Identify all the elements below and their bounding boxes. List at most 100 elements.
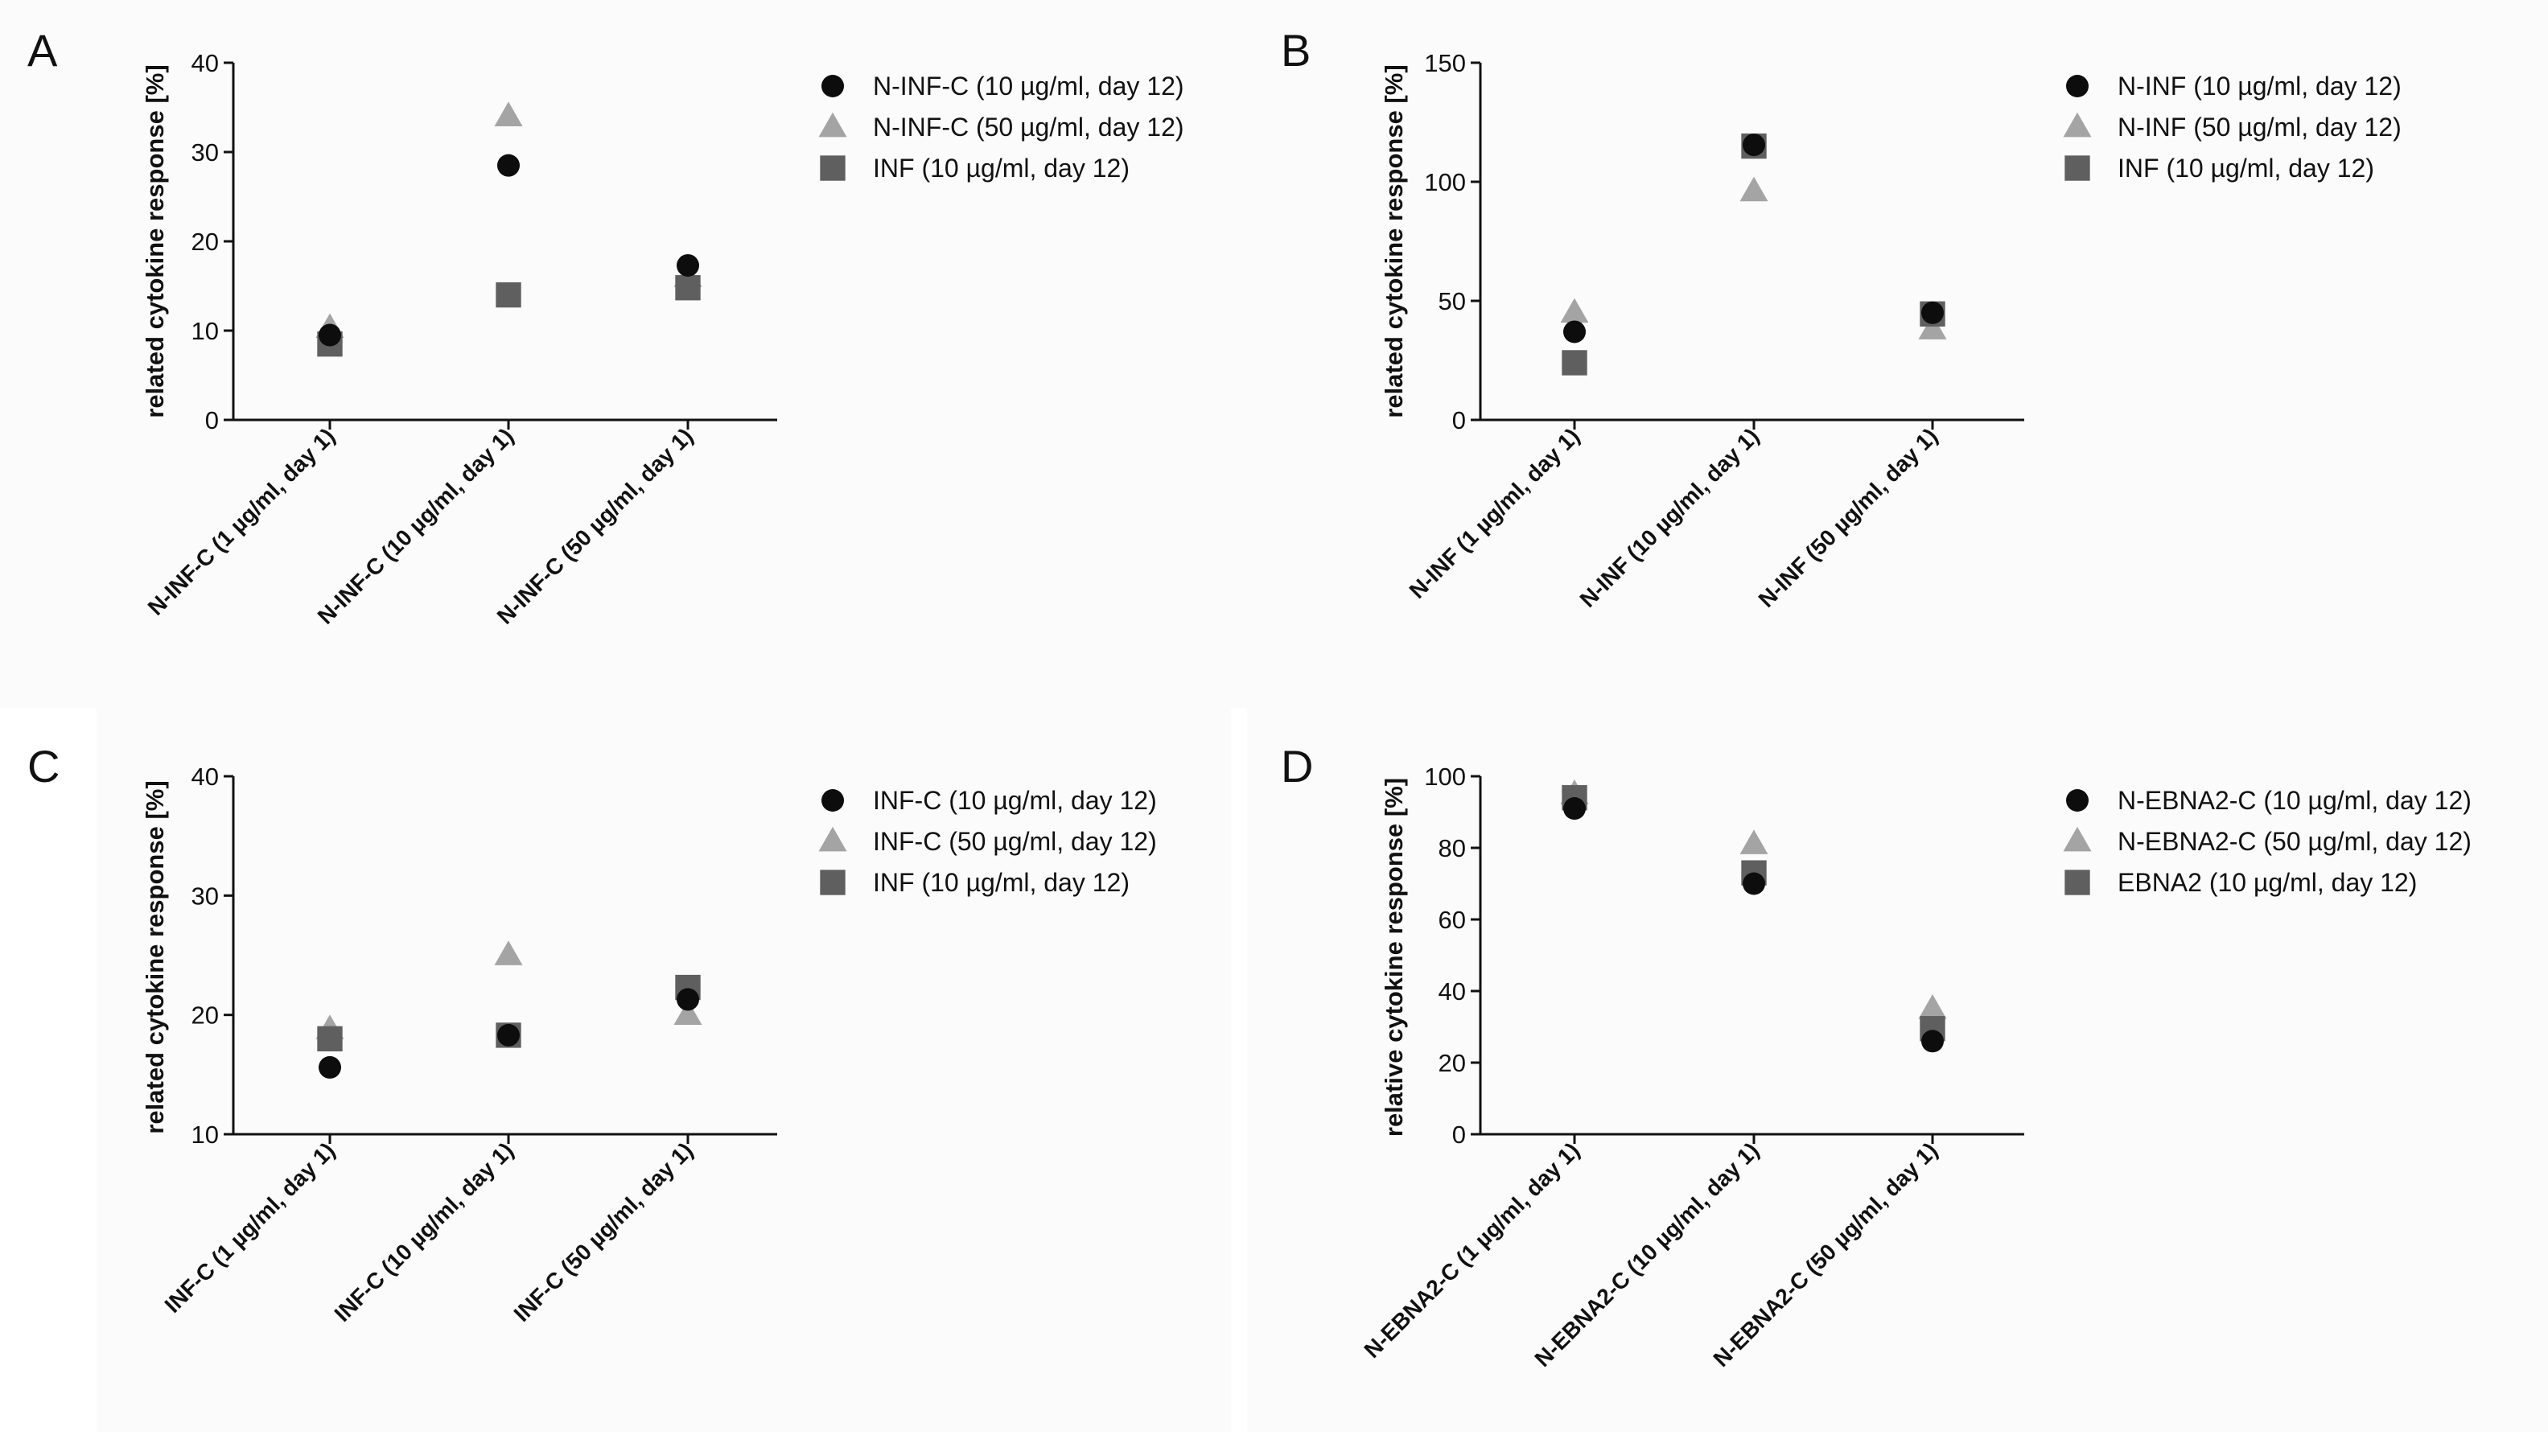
legend-marker-circle (821, 75, 844, 97)
data-point-circle (1743, 872, 1765, 895)
y-tick-label: 40 (191, 49, 219, 77)
legend-marker-triangle (2063, 112, 2092, 138)
legend-series-detail: (50 µg/ml, day 12) (2186, 113, 2401, 142)
y-axis-label: related cytokine response [%] (1380, 64, 1408, 417)
y-tick-label: 50 (1439, 287, 1466, 315)
legend-marker-square (820, 155, 846, 181)
y-tick-label: 100 (1424, 168, 1466, 196)
legend: N-EBNA2-C (10 µg/ml, day 12)N-EBNA2-C (5… (2063, 786, 2472, 897)
y-tick-label: 0 (1452, 406, 1466, 434)
data-point-triangle (1739, 176, 1768, 202)
data-point-square (1562, 350, 1587, 376)
y-tick-label: 30 (191, 138, 219, 167)
data-point-triangle (1918, 994, 1947, 1019)
panel-background (0, 0, 1247, 708)
legend-series-name: EBNA2 (2118, 868, 2202, 897)
legend-series-detail: (10 µg/ml, day 12) (941, 786, 1156, 815)
data-point-circle (319, 1055, 341, 1079)
y-tick-label: 0 (205, 406, 219, 434)
data-point-square (496, 282, 521, 308)
legend-label: N-INF-C (50 µg/ml, day 12) (873, 113, 1184, 142)
y-tick-label: 100 (1424, 763, 1466, 791)
legend-series-name: N-EBNA2-C (2118, 827, 2256, 856)
data-point-triangle (673, 1000, 702, 1026)
legend-label: EBNA2 (10 µg/ml, day 12) (2118, 868, 2417, 897)
y-axis-label: related cytokine response [%] (141, 64, 169, 417)
data-point-circle (1563, 320, 1586, 343)
y-tick-label: 20 (1439, 1049, 1466, 1077)
legend: N-INF (10 µg/ml, day 12)N-INF (50 µg/ml,… (2063, 72, 2402, 183)
y-tick-label: 150 (1424, 49, 1466, 77)
legend-series-detail: (50 µg/ml, day 12) (2256, 827, 2471, 856)
legend-label: INF (10 µg/ml, day 12) (873, 868, 1130, 897)
legend-series-detail: (10 µg/ml, day 12) (2202, 868, 2417, 897)
legend-marker-square (820, 870, 846, 895)
legend-marker-triangle (2063, 826, 2092, 852)
y-tick-label: 80 (1439, 834, 1466, 862)
data-point-square (675, 275, 701, 301)
panel-background (97, 708, 1231, 1432)
y-tick-label: 10 (191, 317, 219, 345)
panel-letter: A (27, 25, 58, 76)
panel-letter: D (1281, 741, 1313, 792)
legend-marker-square (2064, 870, 2090, 895)
legend-marker-triangle (818, 826, 847, 852)
y-tick-label: 40 (191, 763, 219, 791)
legend-series-name: INF (873, 154, 915, 183)
legend-series-detail: (10 µg/ml, day 12) (2256, 786, 2471, 815)
legend-series-name: N-INF (2118, 72, 2186, 101)
panel-letter: C (27, 741, 60, 792)
legend-marker-circle (2066, 75, 2089, 97)
legend-series-detail: (10 µg/ml, day 12) (2159, 154, 2374, 183)
chart-panel-d: D 0 20 40 60 80 100 relative cytokine response … (1247, 708, 2548, 1432)
legend-series-detail: (50 µg/ml, day 12) (941, 827, 1156, 856)
legend: INF-C (10 µg/ml, day 12) INF-C (50 µg/ml,… (818, 786, 1157, 897)
y-tick-label: 20 (191, 228, 219, 256)
data-point-circle (1743, 134, 1765, 157)
panel-letter: B (1281, 25, 1311, 76)
data-point-square (317, 1026, 343, 1052)
chart-panel-a: A 0 10 20 30 40 related cytokine response [%] N… (0, 0, 1247, 708)
legend-series-detail: (10 µg/ml, day 12) (2186, 72, 2401, 101)
legend-label: INF-C (10 µg/ml, day 12) (873, 786, 1157, 815)
y-axis-label: relative cytokine response [%] (1380, 778, 1408, 1137)
data-point-triangle (1560, 298, 1589, 323)
legend-series-name: N-EBNA2-C (2118, 786, 2256, 815)
legend-label: N-INF (10 µg/ml, day 12) (2118, 72, 2402, 101)
data-point-circle (1921, 1030, 1944, 1053)
legend-label: INF (10 µg/ml, day 12) (873, 154, 1130, 183)
legend-label: N-EBNA2-C (50 µg/ml, day 12) (2118, 827, 2472, 856)
legend-series-detail: (10 µg/ml, day 12) (915, 868, 1130, 897)
y-tick-label: 20 (191, 1002, 219, 1030)
y-axis-label: related cytokine response [%] (141, 780, 169, 1133)
chart-panel-b: B 0 50 100 150 related cytokine response [%] N… (1247, 0, 2548, 708)
legend: N-INF-C (10 µg/ml, day 12) N-INF-C (50 µg… (818, 72, 1184, 183)
legend-marker-square (2064, 155, 2090, 181)
data-point-circle (497, 154, 520, 177)
legend-marker-circle (2066, 789, 2089, 812)
legend-marker-triangle (818, 112, 847, 138)
data-point-triangle (1739, 829, 1768, 854)
legend-label: N-INF-C (10 µg/ml, day 12) (873, 72, 1184, 101)
data-point-circle (319, 323, 341, 347)
legend-series-name: INF (2118, 154, 2159, 183)
chart-panel-c: C 10 20 30 40 related cytokine response [%] IN… (27, 708, 1231, 1432)
y-tick-label: 30 (191, 882, 219, 910)
y-tick-label: 10 (191, 1121, 219, 1149)
panel-background (1247, 0, 2548, 708)
data-point-triangle (494, 940, 523, 965)
data-point-triangle (1918, 315, 1947, 339)
y-tick-label: 40 (1439, 977, 1466, 1006)
panel-background (1247, 708, 2548, 1432)
data-point-circle (677, 988, 699, 1011)
legend-series-name: INF (873, 868, 915, 897)
legend-label: INF-C (50 µg/ml, day 12) (873, 827, 1157, 856)
legend-series-name: N-INF-C (873, 72, 969, 101)
data-point-circle (497, 1023, 520, 1047)
y-tick-label: 60 (1439, 906, 1466, 934)
legend-series-detail: (10 µg/ml, day 12) (969, 72, 1183, 101)
data-point-circle (1563, 797, 1586, 821)
legend-label: INF (10 µg/ml, day 12) (2118, 154, 2374, 183)
legend-series-name: N-INF-C (873, 113, 969, 142)
